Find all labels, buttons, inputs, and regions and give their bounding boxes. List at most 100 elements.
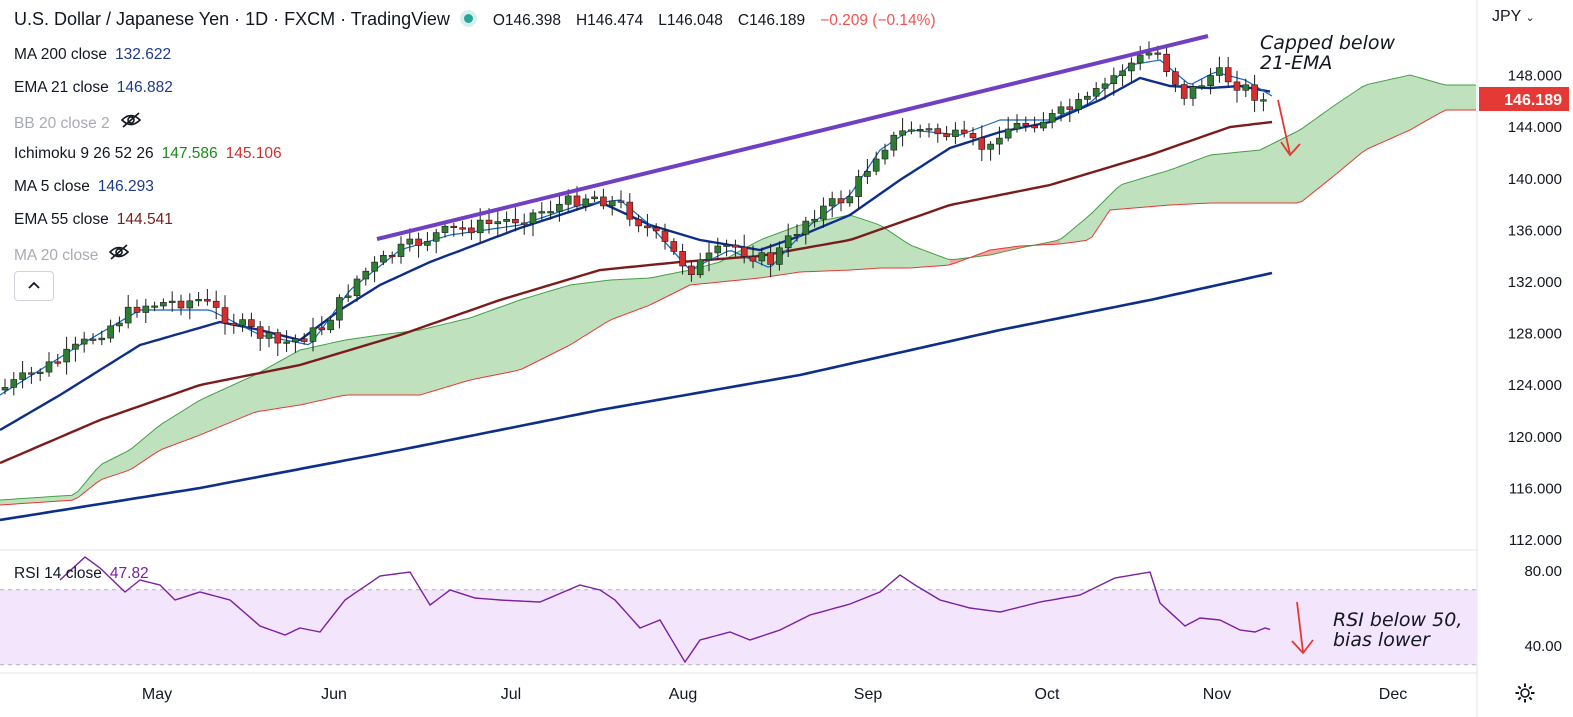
candle-bear <box>459 227 466 230</box>
indicator-ma5[interactable]: MA 5 close 146.293 <box>14 178 154 196</box>
chevron-up-icon <box>27 277 41 294</box>
rsi-legend[interactable]: RSI 14 close 47.82 <box>14 565 149 583</box>
candle-bull <box>925 128 933 131</box>
candle-bull <box>908 129 915 132</box>
candle-bull <box>10 379 18 388</box>
time-axis[interactable]: May Jun Jul Aug Sep Oct Nov Dec <box>142 686 1407 703</box>
candle-bull <box>160 302 167 307</box>
price-tick-label: 124.000 <box>1508 377 1562 394</box>
indicator-lines <box>0 59 1273 522</box>
rsi-pane: 80.00 40.00 <box>0 556 1562 666</box>
candle-bull <box>784 235 792 249</box>
indicator-ma20[interactable]: MA 20 close <box>14 244 130 265</box>
candle-bear <box>600 196 607 207</box>
candle-bear <box>300 338 308 342</box>
candle-bull <box>195 299 202 302</box>
candle-bear <box>89 338 97 341</box>
collapse-legend-button[interactable] <box>14 271 54 301</box>
candle-bull <box>591 196 598 200</box>
candle-bull <box>1136 54 1144 64</box>
candle-bull <box>239 319 246 326</box>
price-axis[interactable]: 148.000 144.000 140.000 136.000 132.000 128.0… <box>1479 68 1569 549</box>
indicator-label: EMA 21 close <box>14 79 109 96</box>
ma200-line <box>0 271 1273 522</box>
ema-arrow-icon <box>1277 99 1291 155</box>
candle-bull <box>776 247 783 265</box>
time-tick-label: Jul <box>501 686 521 703</box>
indicator-label: Ichimoku 9 26 52 26 <box>14 145 154 162</box>
indicator-value: 146.293 <box>97 178 154 195</box>
candle-bear <box>485 219 493 225</box>
currency-selector[interactable]: JPY ⌄ <box>1492 8 1535 26</box>
indicator-bb20[interactable]: BB 20 close 2 <box>14 112 142 133</box>
candle-bull <box>1110 75 1118 84</box>
candle-bear <box>221 307 229 324</box>
candle-bull <box>1004 128 1012 139</box>
candle-bull <box>186 300 194 309</box>
candle-bear <box>679 251 686 267</box>
candle-bear <box>1251 84 1258 101</box>
candle-bull <box>1057 106 1065 114</box>
candle-bull <box>916 129 924 132</box>
candle-bull <box>872 158 880 172</box>
candle-bull <box>564 195 572 205</box>
candle-bull <box>98 337 106 341</box>
indicator-label: MA 200 close <box>14 46 108 63</box>
time-tick-label: Sep <box>854 686 883 703</box>
eye-off-icon[interactable] <box>120 112 142 132</box>
rsi-band <box>0 589 1477 665</box>
candle-bull <box>899 130 906 136</box>
indicator-label: BB 20 close 2 <box>14 115 110 132</box>
rsi-annotation: RSI below 50, bias lower <box>1333 610 1462 650</box>
candle-bear <box>1224 67 1232 83</box>
candle-bull <box>547 211 554 214</box>
ichimoku-cloud <box>0 74 1476 506</box>
indicator-ma200[interactable]: MA 200 close 132.622 <box>14 46 171 64</box>
price-tick-label: 116.000 <box>1509 480 1562 497</box>
indicator-ema55[interactable]: EMA 55 close 144.541 <box>14 211 173 229</box>
candle-bull <box>855 176 862 197</box>
candle-bear <box>274 332 282 344</box>
time-tick-label: Dec <box>1379 686 1407 703</box>
indicator-ema21[interactable]: EMA 21 close 146.882 <box>14 79 173 97</box>
candle-bull <box>1216 67 1223 76</box>
price-tick-label: 128.000 <box>1508 326 1562 343</box>
candle-bull <box>424 241 431 246</box>
eye-off-icon[interactable] <box>108 244 130 264</box>
candle-bull <box>723 244 730 247</box>
time-tick-label: Nov <box>1203 686 1231 703</box>
candle-bull <box>1084 95 1091 100</box>
candle-bull <box>811 218 818 222</box>
candle-bear <box>644 225 651 229</box>
candle-bull <box>696 259 704 276</box>
candle-bull <box>283 341 290 344</box>
candle-bear <box>732 244 739 248</box>
price-tick-label: 140.000 <box>1508 171 1562 188</box>
ema-annotation-line1: Capped below <box>1260 32 1396 54</box>
candle-bull <box>1119 70 1126 76</box>
candle-bull <box>556 204 563 212</box>
candle-bull <box>36 371 44 374</box>
candle-bull <box>1040 121 1047 129</box>
candle-bull <box>63 348 70 363</box>
candle-bull <box>608 200 616 207</box>
candle-bear <box>1066 106 1074 110</box>
candle-bear <box>617 200 625 203</box>
cloud-fill <box>0 75 1476 505</box>
candle-bull <box>476 219 484 234</box>
gear-icon[interactable] <box>1514 682 1536 710</box>
candle-bull <box>344 295 352 298</box>
candle-bear <box>450 225 458 228</box>
indicator-ichimoku[interactable]: Ichimoku 9 26 52 26 147.586 145.106 <box>14 145 282 163</box>
candle-bear <box>177 300 185 309</box>
candle-bull <box>793 234 801 237</box>
candle-bear <box>318 327 326 331</box>
candle-bear <box>1172 71 1179 85</box>
ichimoku-span-b <box>0 109 1476 506</box>
candle-bull <box>151 305 158 308</box>
time-tick-label: May <box>142 686 172 703</box>
candle-bear <box>749 256 757 262</box>
candle-bull <box>265 332 273 339</box>
rsi-arrow-icon <box>1296 601 1304 653</box>
